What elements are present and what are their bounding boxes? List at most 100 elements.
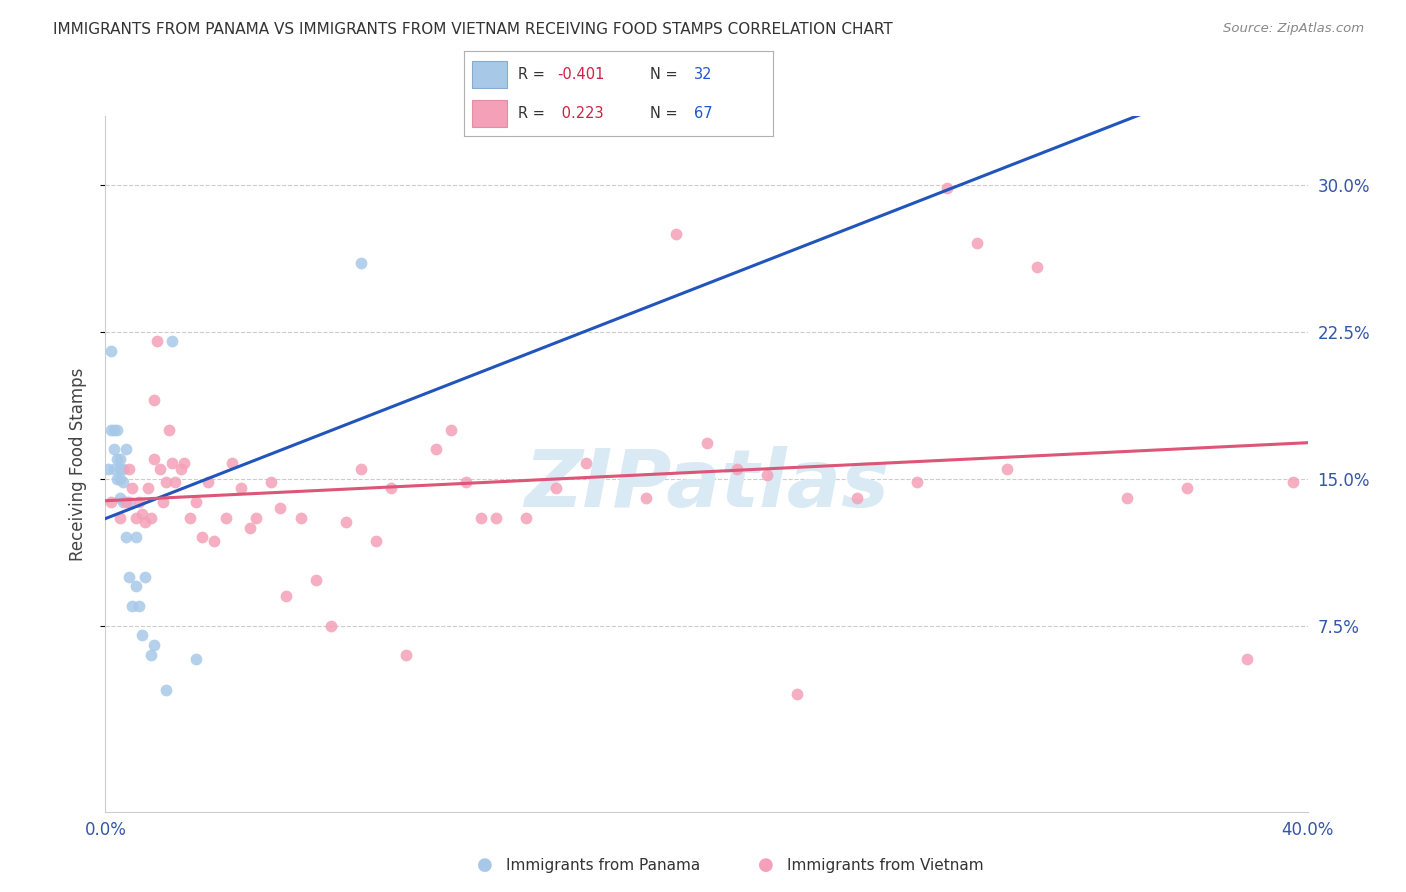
- Point: [124, 530, 146, 544]
- Point: [335, 515, 357, 529]
- Point: [485, 510, 508, 524]
- Point: [142, 393, 165, 408]
- Point: [696, 436, 718, 450]
- Point: [110, 461, 132, 475]
- Point: [936, 181, 959, 195]
- Text: Immigrants from Vietnam: Immigrants from Vietnam: [787, 858, 984, 872]
- Text: 0.223: 0.223: [557, 106, 603, 121]
- Point: [380, 481, 402, 495]
- Point: [134, 515, 156, 529]
- Point: [155, 683, 177, 698]
- Text: R =: R =: [517, 67, 550, 82]
- Point: [131, 628, 153, 642]
- Point: [515, 510, 537, 524]
- Point: [100, 495, 122, 509]
- Bar: [472, 61, 508, 88]
- Point: [110, 510, 132, 524]
- Text: ●: ●: [477, 856, 494, 874]
- Point: [966, 236, 988, 251]
- Point: [139, 648, 162, 662]
- Point: [152, 495, 174, 509]
- Point: [214, 510, 236, 524]
- Point: [1236, 652, 1258, 666]
- Text: ●: ●: [758, 856, 775, 874]
- Point: [139, 510, 162, 524]
- Point: [260, 475, 283, 490]
- Point: [184, 652, 207, 666]
- Point: [142, 452, 165, 467]
- Point: [440, 423, 463, 437]
- Point: [995, 461, 1018, 475]
- Point: [845, 491, 868, 505]
- Text: 67: 67: [695, 106, 713, 121]
- Point: [425, 442, 447, 457]
- Point: [142, 638, 165, 652]
- Text: Immigrants from Panama: Immigrants from Panama: [506, 858, 700, 872]
- Point: [1116, 491, 1139, 505]
- Bar: [472, 100, 508, 128]
- Point: [110, 452, 132, 467]
- Point: [118, 495, 141, 509]
- Point: [184, 495, 207, 509]
- Point: [107, 452, 129, 467]
- Point: [112, 475, 135, 490]
- Point: [124, 510, 146, 524]
- Point: [121, 599, 143, 613]
- Point: [221, 456, 243, 470]
- Point: [173, 456, 195, 470]
- Point: [124, 579, 146, 593]
- Point: [755, 467, 778, 482]
- Point: [229, 481, 252, 495]
- Point: [136, 481, 159, 495]
- Point: [350, 461, 373, 475]
- Point: [131, 507, 153, 521]
- Point: [245, 510, 267, 524]
- Point: [148, 461, 170, 475]
- Point: [197, 475, 219, 490]
- Point: [274, 589, 297, 603]
- Point: [128, 599, 150, 613]
- Point: [1281, 475, 1303, 490]
- Text: ZIPatlas: ZIPatlas: [524, 446, 889, 524]
- Point: [110, 491, 132, 505]
- Point: [905, 475, 928, 490]
- Point: [665, 227, 688, 241]
- Point: [319, 618, 342, 632]
- Point: [115, 442, 138, 457]
- Point: [160, 456, 183, 470]
- Point: [97, 461, 120, 475]
- Y-axis label: Receiving Food Stamps: Receiving Food Stamps: [69, 368, 87, 560]
- Point: [305, 574, 328, 588]
- Point: [121, 481, 143, 495]
- Text: IMMIGRANTS FROM PANAMA VS IMMIGRANTS FROM VIETNAM RECEIVING FOOD STAMPS CORRELAT: IMMIGRANTS FROM PANAMA VS IMMIGRANTS FRO…: [53, 22, 893, 37]
- Point: [290, 510, 312, 524]
- Point: [107, 471, 129, 485]
- Point: [1026, 260, 1049, 274]
- Point: [103, 423, 125, 437]
- Point: [107, 423, 129, 437]
- Point: [163, 475, 186, 490]
- Point: [112, 495, 135, 509]
- Point: [155, 475, 177, 490]
- Point: [364, 534, 387, 549]
- Point: [118, 461, 141, 475]
- Point: [546, 481, 568, 495]
- Text: N =: N =: [650, 106, 682, 121]
- Point: [169, 461, 191, 475]
- Text: 32: 32: [695, 67, 713, 82]
- Point: [112, 461, 135, 475]
- Point: [636, 491, 658, 505]
- Point: [115, 495, 138, 509]
- Point: [470, 510, 492, 524]
- Point: [157, 423, 180, 437]
- Point: [350, 256, 373, 270]
- Point: [110, 471, 132, 485]
- Point: [128, 495, 150, 509]
- Point: [395, 648, 418, 662]
- Point: [239, 520, 262, 534]
- Point: [575, 456, 598, 470]
- Text: Source: ZipAtlas.com: Source: ZipAtlas.com: [1223, 22, 1364, 36]
- Point: [115, 530, 138, 544]
- Point: [134, 569, 156, 583]
- Point: [190, 530, 212, 544]
